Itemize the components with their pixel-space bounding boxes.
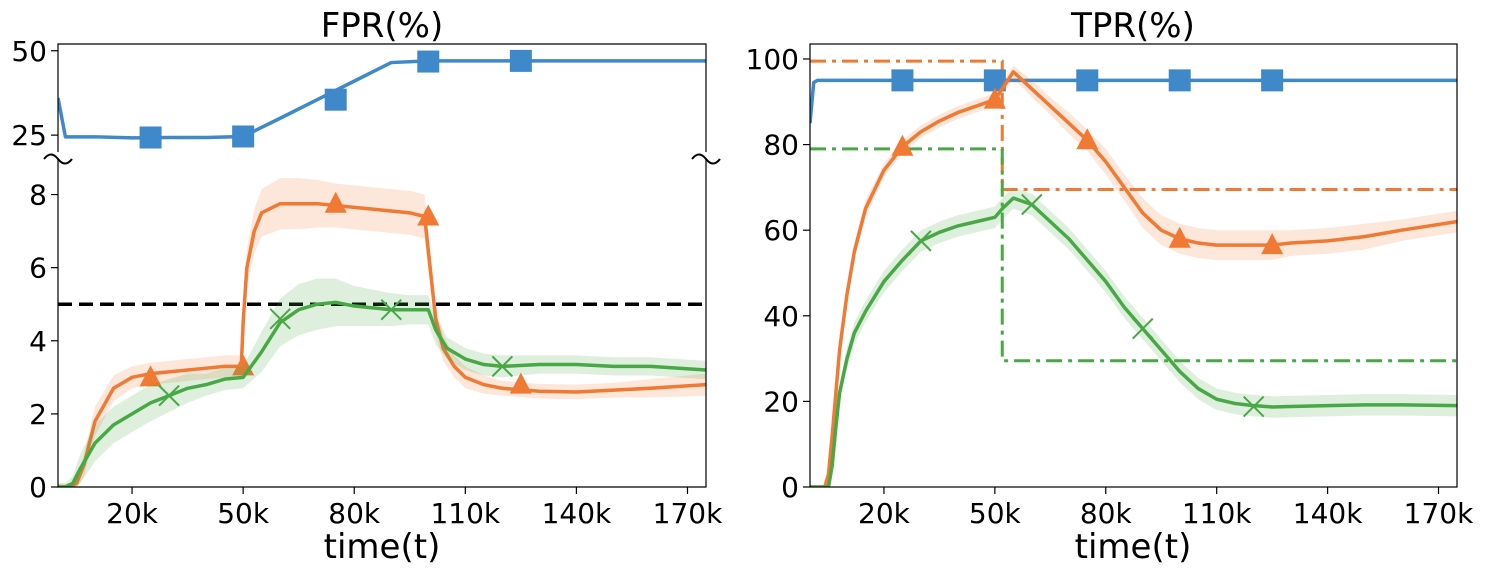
fpr-x-tick-label: 140k xyxy=(542,497,612,530)
tpr-y-tick-label: 0 xyxy=(781,471,799,504)
fpr-series-1-band xyxy=(58,178,706,487)
tpr-series-2-band xyxy=(810,187,1457,487)
fpr-y-tick-label: 50 xyxy=(11,35,47,68)
tpr-panel: TPR(%) time(t) 0 20 40 60 80 100 20k 50k 80k 110k… xyxy=(746,6,1475,567)
fpr-axis-break-mark xyxy=(43,153,73,165)
fpr-x-tick-label: 50k xyxy=(217,497,270,530)
fpr-series-2-marker xyxy=(158,384,180,407)
tpr-series-1-marker xyxy=(1076,128,1099,150)
tpr-series-2-marker xyxy=(1242,395,1265,418)
fpr-x-tick-label: 170k xyxy=(653,497,723,530)
fpr-series-0-marker xyxy=(417,50,440,73)
tpr-series-2-marker xyxy=(910,230,932,252)
fpr-series-1 xyxy=(58,178,706,487)
fpr-series-2-marker xyxy=(269,308,291,330)
fpr-series-2-marker xyxy=(491,355,514,378)
fpr-series-1-line xyxy=(58,201,706,487)
tpr-y-tick-label: 60 xyxy=(763,214,799,247)
tpr-reference-line-0 xyxy=(810,59,1457,192)
tpr-series-2-marker xyxy=(1021,193,1043,216)
fpr-series-0-marker xyxy=(232,125,255,148)
fpr-series-0-marker xyxy=(509,49,532,72)
fpr-y-tick-label: 4 xyxy=(29,325,47,358)
tpr-chart-title: TPR(%) xyxy=(1070,6,1195,46)
fpr-x-tick-label: 110k xyxy=(430,497,500,530)
tpr-x-axis-label: time(t) xyxy=(1075,527,1192,567)
fpr-series-0-marker xyxy=(324,88,347,111)
fpr-series-1-marker xyxy=(324,191,347,213)
tpr-x-tick-label: 50k xyxy=(969,497,1022,530)
fpr-x-tick-label: 20k xyxy=(106,497,159,530)
tpr-y-tick-label: 80 xyxy=(763,129,799,162)
tpr-axes-frame xyxy=(809,43,1458,488)
tpr-x-tick-label: 110k xyxy=(1182,497,1252,530)
fpr-y-tick-label: 8 xyxy=(29,179,47,212)
tpr-x-tick-label: 20k xyxy=(858,497,911,530)
fpr-x-tick-label: 80k xyxy=(328,497,381,530)
fpr-y-tick-label: 2 xyxy=(29,398,47,431)
fpr-x-axis-label: time(t) xyxy=(324,527,441,567)
fpr-series-1-marker xyxy=(139,365,162,387)
tpr-x-tick-label: 170k xyxy=(1404,497,1474,530)
fpr-series-2-line xyxy=(58,300,706,487)
tpr-series-0-marker xyxy=(891,69,914,92)
tpr-series-0-marker xyxy=(1168,69,1191,92)
fpr-y-tick-label: 0 xyxy=(29,471,47,504)
tpr-x-tick-label: 80k xyxy=(1080,497,1133,530)
tpr-series-0-marker xyxy=(983,69,1006,92)
tpr-series-1-marker xyxy=(983,87,1006,109)
fpr-series-0-line xyxy=(58,59,706,140)
fpr-upper-axes-frame xyxy=(57,43,707,152)
fpr-y-tick-label: 6 xyxy=(29,252,47,285)
fpr-chart-title: FPR(%) xyxy=(321,6,444,46)
tpr-series-0-marker xyxy=(1261,69,1284,92)
tpr-series-1-marker xyxy=(1261,233,1284,255)
tpr-series-1-line xyxy=(810,70,1457,487)
tpr-x-tick-label: 140k xyxy=(1293,497,1363,530)
tpr-y-tick-label: 100 xyxy=(746,43,799,76)
tpr-y-tick-label: 20 xyxy=(763,385,799,418)
tpr-series-0-marker xyxy=(1076,69,1099,92)
fpr-series-2-marker xyxy=(380,298,402,321)
fpr-series-0 xyxy=(58,59,706,140)
tpr-series-1-band xyxy=(810,65,1457,487)
tpr-series-2-marker xyxy=(1132,317,1154,340)
tpr-series-1-marker xyxy=(1168,226,1191,248)
tpr-y-tick-label: 40 xyxy=(763,300,799,333)
fpr-series-1-marker xyxy=(509,372,532,394)
tpr-series-1-marker xyxy=(891,134,914,156)
tpr-series-1 xyxy=(810,65,1457,487)
fpr-panel: FPR(%) time(t) 25 50 0 2 4 6 8 20k 50k 80k 110k 140… xyxy=(11,6,723,567)
fpr-y-tick-label: 25 xyxy=(11,119,47,152)
fpr-series-0-marker xyxy=(139,126,162,149)
fpr-axis-break-mark xyxy=(691,153,721,165)
fpr-series-1-marker xyxy=(417,204,440,226)
fpr-lower-axes-frame xyxy=(57,158,707,488)
